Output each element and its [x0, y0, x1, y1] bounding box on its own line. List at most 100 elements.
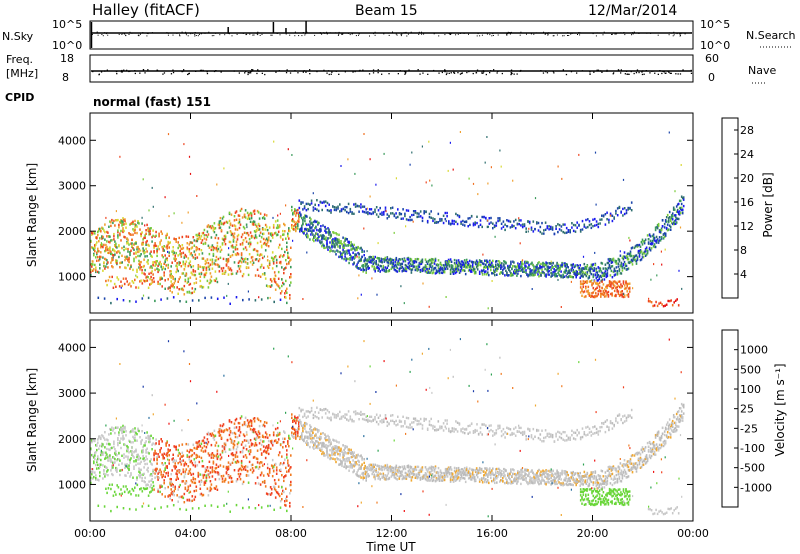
power-cell — [447, 258, 450, 262]
power-cell — [581, 228, 584, 231]
velocity-cell — [213, 470, 216, 473]
power-cell — [433, 260, 436, 264]
power-cell — [165, 234, 167, 238]
power-cell — [358, 267, 360, 270]
power-cell — [582, 285, 585, 289]
nave-point — [444, 71, 446, 73]
power-cell — [419, 260, 422, 264]
power-cell — [164, 254, 166, 257]
power-cell — [320, 234, 322, 237]
power-cell — [383, 260, 386, 263]
power-cell — [262, 216, 265, 219]
power-cell — [398, 261, 401, 265]
power-cell — [133, 252, 135, 255]
power-cell — [518, 264, 520, 267]
power-cell — [470, 260, 473, 264]
power-cell — [678, 269, 680, 272]
nsearch-point — [603, 31, 605, 33]
power-cell — [509, 220, 512, 223]
nave-point — [441, 71, 443, 74]
nsearch-point — [421, 31, 422, 33]
power-cell — [360, 258, 362, 261]
power-cell — [655, 241, 658, 244]
power-cell — [111, 257, 113, 260]
velocity-cell — [133, 467, 135, 470]
power-cell — [164, 287, 166, 290]
power-cell — [398, 267, 401, 271]
power-cell — [137, 250, 139, 254]
power-cell — [258, 296, 260, 299]
power-cell — [311, 221, 313, 225]
power-cell — [292, 239, 294, 242]
power-cell — [91, 262, 93, 266]
power-cell — [507, 266, 509, 269]
power-cell — [149, 278, 151, 281]
power-cell — [153, 249, 155, 253]
power-cell — [338, 241, 340, 245]
power-cell — [294, 208, 296, 211]
power-cell — [627, 261, 630, 264]
power-cell — [247, 216, 250, 219]
power-cell — [561, 261, 563, 265]
power-cell — [394, 268, 397, 272]
power-cell — [559, 264, 561, 267]
power-cell — [488, 273, 490, 277]
nave-point — [445, 73, 448, 76]
power-cell — [148, 209, 150, 212]
power-cell — [577, 266, 579, 269]
power-cell — [584, 273, 587, 276]
nave-point — [664, 72, 666, 74]
nave-label: Nave — [748, 64, 776, 77]
power-cell — [471, 263, 474, 266]
y-tick-label: 4000 — [58, 134, 86, 147]
power-cell — [646, 249, 649, 253]
power-cell — [237, 221, 240, 225]
power-cell — [261, 216, 264, 220]
power-cell — [242, 272, 245, 276]
velocity-cell — [139, 462, 141, 465]
power-cell — [465, 220, 468, 224]
power-cell — [115, 245, 117, 249]
power-cell — [166, 297, 169, 300]
power-cell — [182, 251, 185, 255]
power-cell — [197, 267, 200, 270]
power-cell — [602, 274, 605, 277]
velocity-cell — [150, 483, 152, 486]
power-cell — [678, 199, 681, 202]
power-cell — [352, 251, 354, 254]
power-cell — [396, 266, 399, 270]
power-cell — [375, 206, 378, 209]
power-cell — [175, 238, 177, 241]
power-cell — [444, 217, 447, 221]
power-cell — [105, 216, 107, 219]
power-cell — [270, 284, 273, 287]
power-cell — [530, 228, 533, 231]
power-cell — [556, 261, 558, 265]
velocity-cell — [107, 474, 109, 477]
power-cell — [247, 242, 250, 245]
power-cell — [630, 209, 633, 212]
velocity-cell — [145, 484, 147, 487]
nave-point — [297, 72, 299, 74]
power-cell — [160, 265, 162, 268]
power-cell — [193, 273, 196, 277]
power-cell — [650, 278, 652, 281]
power-cell — [653, 236, 656, 240]
power-cell — [629, 252, 632, 255]
power-cell — [454, 263, 457, 266]
power-cell — [593, 295, 596, 299]
power-cell — [97, 296, 100, 299]
power-cell — [383, 269, 386, 272]
nsearch-point — [176, 32, 178, 34]
velocity-cell — [221, 449, 224, 453]
power-cell — [180, 247, 183, 251]
power-cell — [627, 282, 630, 286]
power-cell — [319, 239, 321, 243]
power-cell — [387, 261, 390, 264]
power-cell — [598, 281, 601, 285]
power-cell — [678, 206, 681, 210]
velocity-cell — [100, 453, 102, 457]
nsearch-point — [179, 34, 180, 36]
power-cell — [478, 259, 481, 262]
nave-point — [501, 72, 503, 75]
